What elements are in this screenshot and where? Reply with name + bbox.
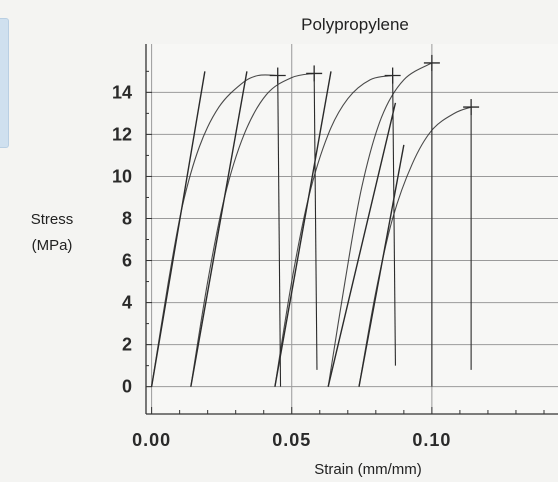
y-tick-label: 8 — [122, 208, 132, 228]
failure-marker-1 — [269, 67, 286, 84]
y-tick-label: 14 — [112, 82, 132, 102]
stress-strain-curve-5 — [358, 106, 472, 387]
stress-strain-curve-3 — [274, 74, 393, 387]
x-tick-label: 0.00 — [132, 430, 171, 450]
failure-marker-3 — [384, 67, 401, 84]
offset-line-3 — [274, 71, 332, 387]
tick-labels: 0 2 4 6 8 10 12 14 0.00 0.05 0.10 — [112, 82, 451, 450]
y-tick-label: 0 — [122, 377, 132, 397]
offset-line-2 — [190, 71, 248, 387]
axes — [145, 44, 558, 415]
y-tick-label: 12 — [112, 124, 132, 144]
left-accent-bar — [0, 18, 9, 148]
stress-strain-curve-1 — [151, 74, 278, 387]
y-axis-label-line2: (MPa) — [32, 237, 73, 254]
plot-background — [146, 44, 558, 414]
fracture-drop-1 — [277, 75, 282, 387]
failure-marker-2 — [306, 65, 323, 82]
y-tick-label: 6 — [122, 251, 132, 271]
stress-strain-curve-4 — [327, 62, 433, 387]
x-tick-label: 0.10 — [412, 430, 451, 450]
failure-marker-5 — [463, 99, 480, 116]
failure-marker-4 — [423, 54, 440, 71]
series-group — [150, 54, 480, 387]
offset-line-4 — [327, 102, 397, 387]
chart-title: Polypropylene — [301, 15, 409, 34]
fracture-drop-3 — [392, 75, 396, 366]
x-axis-label: Strain (mm/mm) — [314, 461, 422, 478]
y-tick-label: 2 — [122, 335, 132, 355]
grid — [146, 44, 558, 414]
x-tick-label: 0.05 — [272, 430, 311, 450]
y-tick-label: 10 — [112, 166, 132, 186]
fracture-drop-2 — [313, 73, 318, 370]
stress-strain-curve-2 — [190, 72, 315, 387]
y-tick-label: 4 — [122, 293, 132, 313]
y-axis-label-line1: Stress — [31, 211, 74, 228]
